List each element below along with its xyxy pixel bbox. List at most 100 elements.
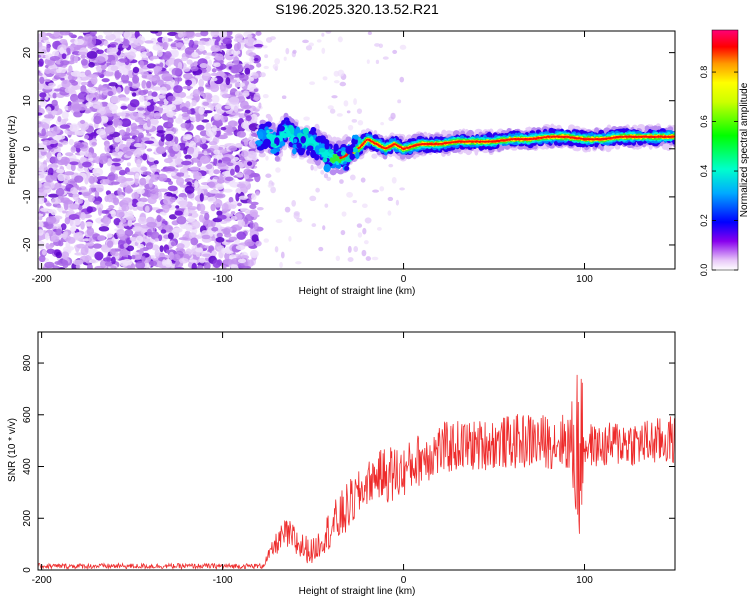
spectrogram-cell [174, 266, 185, 269]
spectrogram-cell [134, 177, 139, 186]
spectrogram-cell [210, 77, 218, 82]
spectrogram-cell [159, 99, 164, 107]
spectrogram-cell [329, 169, 337, 176]
spectrogram-cell [46, 248, 55, 254]
spectrogram-cell [399, 153, 406, 160]
spectrogram-cell [185, 135, 192, 141]
spectrogram-cell [208, 245, 215, 252]
spectrogram-cell [213, 176, 224, 180]
spectrogram-cell [59, 38, 68, 44]
spectrogram-cell [175, 42, 184, 48]
spectrogram-cell [64, 217, 71, 225]
spectrogram-cell [285, 47, 290, 55]
spectrogram-cell [110, 209, 116, 218]
spectrogram-cell [69, 203, 80, 210]
spectrogram-cell [232, 156, 240, 162]
spectrogram-cell [120, 105, 128, 110]
spectrogram-cell [234, 82, 240, 88]
spectrogram-cell [190, 166, 200, 171]
spectrogram-cell [243, 137, 249, 147]
spectrogram-cell [79, 72, 87, 78]
spectrogram-cell [178, 257, 189, 264]
spectrogram-cell [211, 226, 219, 232]
spectrogram-cell [119, 97, 130, 101]
spectrogram-cell [362, 227, 367, 235]
spectrogram-cell [202, 72, 211, 77]
spectrogram-cell [199, 63, 208, 69]
spectrogram-cell [79, 119, 86, 125]
spectrogram-cell [87, 74, 99, 79]
spectrogram-cell [144, 40, 154, 44]
spectrogram-cell [212, 154, 221, 159]
spectrogram-cell [213, 149, 221, 155]
spectrogram-cell [146, 228, 153, 238]
spectrogram-cell [252, 214, 260, 218]
spectrogram-cell [236, 231, 247, 240]
spectrogram-cell [172, 253, 181, 262]
spectrogram-cell [322, 225, 326, 231]
spectrogram-cell [70, 187, 78, 194]
spectrogram-cell [38, 112, 43, 116]
spectrogram-cell [188, 259, 198, 263]
spectrogram-cell [136, 158, 142, 168]
spectrogram-cell [192, 61, 199, 67]
spectrogram-cell [221, 247, 226, 254]
spectrogram-cell [146, 119, 151, 128]
spectrogram-cell [39, 195, 45, 205]
spectrogram-cell [118, 129, 126, 136]
spectrogram-cell [151, 91, 158, 97]
spectrogram-cell [77, 51, 88, 56]
spectrogram-cell [57, 259, 68, 267]
spectrogram-cell [255, 191, 260, 196]
spectrogram-cell [399, 44, 407, 50]
spectrogram-cell [98, 86, 108, 91]
spectrogram-cell [198, 257, 206, 264]
spectrogram-cell [228, 96, 240, 105]
spectrogram-cell [214, 53, 224, 61]
spectrogram-cell [44, 261, 55, 269]
spectrogram-cell [263, 65, 269, 70]
spectrogram-cell [345, 136, 352, 142]
spectrogram-cell [347, 257, 354, 263]
spectrogram-cell [253, 88, 259, 92]
spectrogram-cell [126, 245, 135, 252]
spectrogram-cell [254, 173, 261, 183]
spectrogram-cell [213, 157, 218, 166]
spectrogram-cell [80, 58, 88, 66]
spectrogram-cell [57, 116, 62, 123]
spectrogram-cell [38, 82, 45, 90]
spectrogram-cell [96, 49, 104, 55]
spectrogram-cell [214, 193, 226, 199]
spectrogram-cell [379, 186, 385, 192]
spectrogram-cell [79, 255, 89, 263]
spectrogram-cell [81, 192, 91, 197]
spectrogram-cell [186, 110, 192, 115]
spectrogram-cell [140, 71, 149, 76]
spectrogram-cell [249, 228, 255, 233]
spectrogram-cell [378, 43, 384, 49]
spectrogram-cell [316, 39, 322, 43]
spectrogram-cell [93, 200, 101, 205]
spectrogram-cell [225, 77, 231, 86]
spectrogram-cell [64, 86, 75, 94]
spectrogram-cell [240, 265, 251, 269]
spectrogram-cell [225, 31, 233, 37]
spectrogram-cell [199, 203, 206, 212]
spectrogram-cell [131, 254, 136, 260]
spectrogram-cell [375, 59, 380, 65]
spectrogram-cell [265, 173, 272, 178]
spectrogram-cell [311, 223, 317, 228]
spectrogram-cell [253, 57, 259, 62]
spectrogram-cell [116, 112, 127, 117]
spectrogram-cell [44, 232, 50, 241]
spectrogram-cell [108, 48, 118, 53]
spectrogram-cell [208, 59, 213, 67]
spectrogram-cell [244, 239, 256, 247]
spectrogram-cell [184, 154, 192, 160]
spectrogram-cell [193, 171, 202, 181]
spectrogram-cell [104, 143, 111, 153]
spectrogram-cell [106, 233, 113, 238]
spectrogram-cell [92, 37, 97, 46]
spectrogram-cell [55, 187, 65, 197]
spectrogram-cell [192, 150, 199, 158]
